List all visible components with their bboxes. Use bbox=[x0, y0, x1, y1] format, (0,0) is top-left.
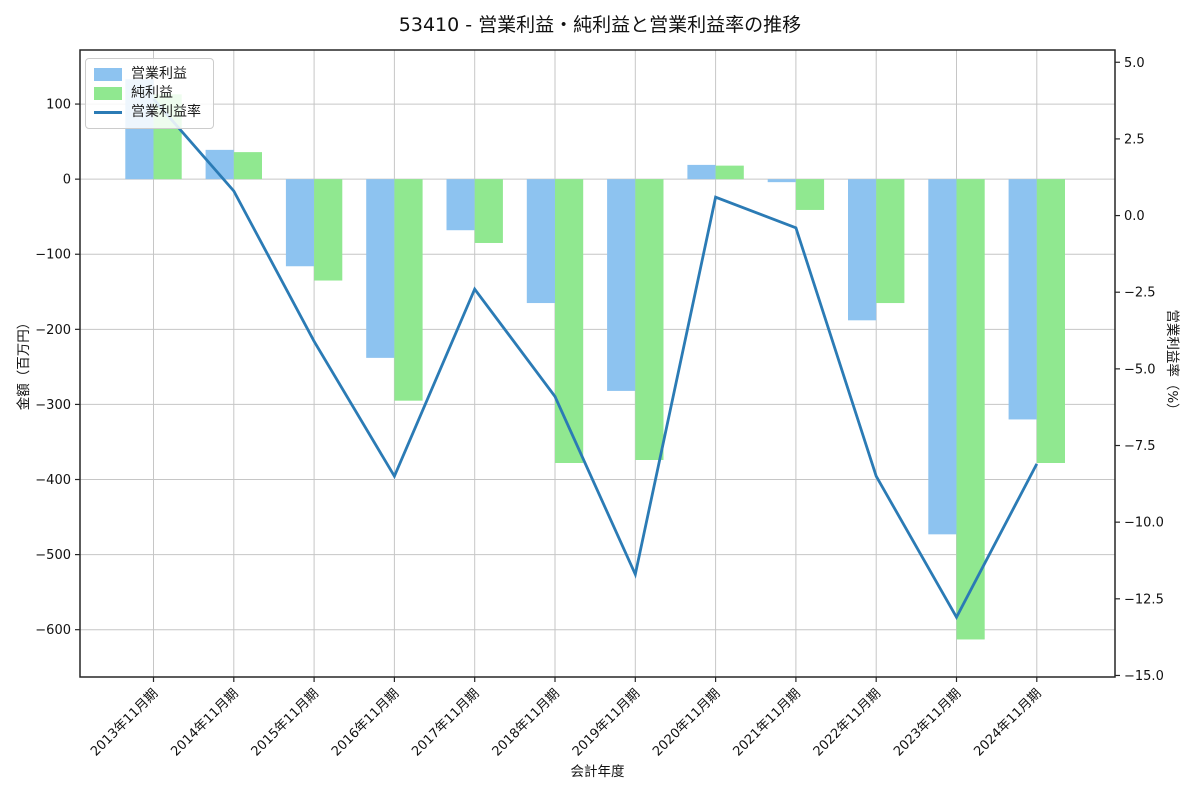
right-tick-label: −10.0 bbox=[1124, 516, 1164, 531]
right-tick-label: 0.0 bbox=[1124, 209, 1145, 224]
right-tick-label: 5.0 bbox=[1124, 56, 1145, 71]
legend: 営業利益 純利益 営業利益率 bbox=[85, 58, 214, 129]
legend-item-net-profit: 純利益 bbox=[94, 84, 201, 103]
legend-item-margin: 営業利益率 bbox=[94, 103, 201, 122]
left-tick-label: 100 bbox=[46, 98, 71, 113]
right-tick-label: −2.5 bbox=[1124, 286, 1156, 301]
legend-label: 営業利益 bbox=[131, 66, 187, 82]
x-tick-label: 2015年11月期 bbox=[249, 686, 322, 759]
margin-line-swatch bbox=[94, 111, 122, 114]
left-tick-label: −500 bbox=[35, 548, 71, 563]
net-profit-bar bbox=[876, 179, 905, 304]
net-profit-bar bbox=[233, 152, 262, 180]
right-tick-label: 2.5 bbox=[1124, 132, 1145, 147]
operating-profit-bar bbox=[446, 179, 475, 231]
operating-profit-bar bbox=[687, 164, 716, 180]
chart-title: 53410 - 営業利益・純利益と営業利益率の推移 bbox=[398, 14, 802, 36]
operating-profit-bar bbox=[928, 179, 957, 535]
x-tick-label: 2020年11月期 bbox=[650, 686, 723, 759]
left-tick-label: −400 bbox=[35, 473, 71, 488]
left-tick-label: −100 bbox=[35, 248, 71, 263]
net-profit-bar bbox=[956, 179, 985, 640]
net-profit-bar bbox=[795, 179, 825, 210]
legend-label: 営業利益率 bbox=[131, 104, 201, 120]
x-tick-label: 2018年11月期 bbox=[490, 686, 563, 759]
net-profit-bar bbox=[555, 179, 584, 463]
right-axis-title: 営業利益率（%） bbox=[1164, 309, 1180, 417]
net-profit-bar bbox=[474, 179, 503, 243]
right-tick-label: −5.0 bbox=[1124, 362, 1156, 377]
profit-margin-line bbox=[152, 98, 1039, 621]
operating-profit-bar bbox=[848, 179, 877, 321]
net-profit-bar bbox=[715, 165, 744, 180]
x-tick-label: 2021年11月期 bbox=[730, 686, 803, 759]
legend-item-operating-profit: 営業利益 bbox=[94, 65, 201, 84]
operating-profit-bar bbox=[526, 179, 555, 304]
left-tick-label: 0 bbox=[63, 173, 71, 188]
x-tick-label: 2017年11月期 bbox=[409, 686, 482, 759]
x-axis-title: 会計年度 bbox=[570, 764, 625, 780]
left-tick-label: −600 bbox=[35, 623, 71, 638]
operating-profit-swatch bbox=[94, 68, 122, 81]
x-tick-label: 2013年11月期 bbox=[88, 686, 161, 759]
operating-profit-bar bbox=[366, 179, 395, 358]
x-tick-label: 2023年11月期 bbox=[891, 686, 964, 759]
x-tick-label: 2014年11月期 bbox=[168, 686, 241, 759]
right-tick-label: −7.5 bbox=[1124, 439, 1156, 454]
net-profit-bar bbox=[1036, 179, 1065, 463]
operating-profit-bar bbox=[285, 179, 315, 267]
left-tick-label: −300 bbox=[35, 398, 71, 413]
legend-label: 純利益 bbox=[131, 85, 173, 101]
net-profit-bar bbox=[635, 179, 664, 460]
left-axis-title: 金額（百万円） bbox=[16, 315, 32, 411]
operating-profit-bar bbox=[607, 179, 636, 391]
net-profit-bar bbox=[394, 179, 423, 401]
net-profit-swatch bbox=[94, 87, 122, 100]
left-tick-label: −200 bbox=[35, 323, 71, 338]
net-profit-bar bbox=[314, 179, 343, 281]
plot-border bbox=[79, 49, 1116, 678]
right-tick-label: −15.0 bbox=[1124, 669, 1164, 684]
x-tick-label: 2019年11月期 bbox=[570, 686, 643, 759]
right-tick-label: −12.5 bbox=[1124, 592, 1164, 607]
operating-profit-bar bbox=[767, 179, 796, 183]
x-tick-label: 2016年11月期 bbox=[329, 686, 402, 759]
x-tick-label: 2022年11月期 bbox=[811, 686, 884, 759]
x-tick-label: 2024年11月期 bbox=[971, 686, 1044, 759]
operating-profit-bar bbox=[1008, 179, 1037, 420]
